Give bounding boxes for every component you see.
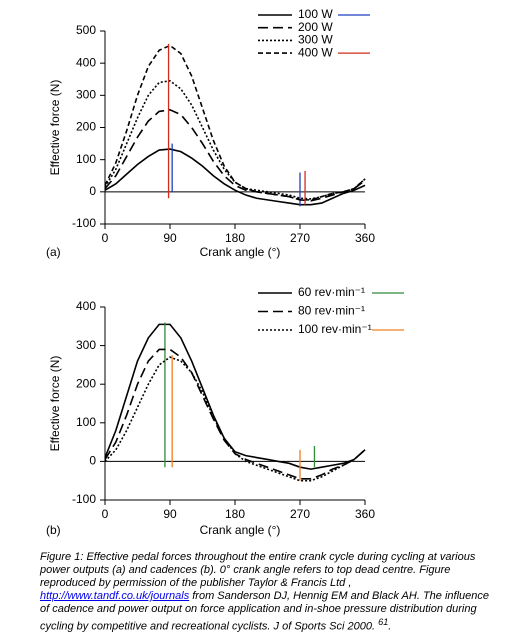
y-tick-label: -100 (72, 216, 96, 230)
y-tick-label: -100 (72, 492, 96, 506)
legend-label: 100 rev·min⁻¹ (298, 322, 372, 336)
caption-text: Figure 1: Effective pedal forces through… (40, 551, 476, 589)
x-tick-label: 270 (290, 231, 310, 245)
legend-label: 200 W (298, 20, 333, 34)
series-line (104, 148, 366, 206)
caption-text: from Sanderson DJ, Hennig EM and Black A… (40, 590, 489, 633)
series-line (104, 44, 366, 201)
caption: Figure 1: Effective pedal forces through… (40, 551, 500, 633)
panel-label: (b) (46, 523, 61, 537)
x-axis-label: Crank angle (°) (200, 245, 281, 259)
legend-label: 100 W (298, 7, 333, 21)
y-tick-label: 100 (76, 415, 96, 429)
x-tick-label: 180 (225, 231, 245, 245)
series-line (104, 323, 366, 470)
caption-end: . (388, 620, 392, 633)
y-tick-label: 400 (76, 299, 96, 313)
x-tick-label: 0 (102, 507, 109, 521)
legend-label: 400 W (298, 45, 333, 59)
y-tick-label: 0 (89, 184, 96, 198)
y-tick-label: 200 (76, 120, 96, 134)
y-tick-label: 400 (76, 55, 96, 69)
y-axis-label: Effective force (N) (48, 80, 62, 176)
x-tick-label: 0 (102, 231, 109, 245)
y-tick-label: 300 (76, 338, 96, 352)
series-line (104, 356, 366, 482)
y-tick-label: 200 (76, 376, 96, 390)
reference-number: 61 (378, 617, 389, 627)
legend-label: 60 rev·min⁻¹ (298, 285, 365, 299)
legend-label: 80 rev·min⁻¹ (298, 304, 365, 318)
y-tick-label: 100 (76, 152, 96, 166)
y-tick-label: 0 (89, 454, 96, 468)
panel-label: (a) (46, 245, 61, 259)
caption-link[interactable]: http://www.tandf.co.uk/journals (40, 590, 190, 602)
y-tick-label: 300 (76, 88, 96, 102)
x-axis-label: Crank angle (°) (200, 523, 281, 537)
figure: -100 0 100 200 300 400 500 0 90 180 270 360 Crank an… (46, 7, 404, 537)
series-line (104, 348, 366, 480)
y-axis-label: Effective force (N) (48, 356, 62, 452)
series-line (104, 108, 366, 202)
x-tick-label: 180 (225, 507, 245, 521)
x-tick-label: 360 (355, 507, 375, 521)
x-tick-label: 90 (163, 231, 177, 245)
series-line (104, 80, 366, 200)
y-tick-label: 500 (76, 23, 96, 37)
x-tick-label: 90 (163, 507, 177, 521)
x-tick-label: 270 (290, 507, 310, 521)
x-tick-label: 360 (355, 231, 375, 245)
legend-label: 300 W (298, 33, 333, 47)
